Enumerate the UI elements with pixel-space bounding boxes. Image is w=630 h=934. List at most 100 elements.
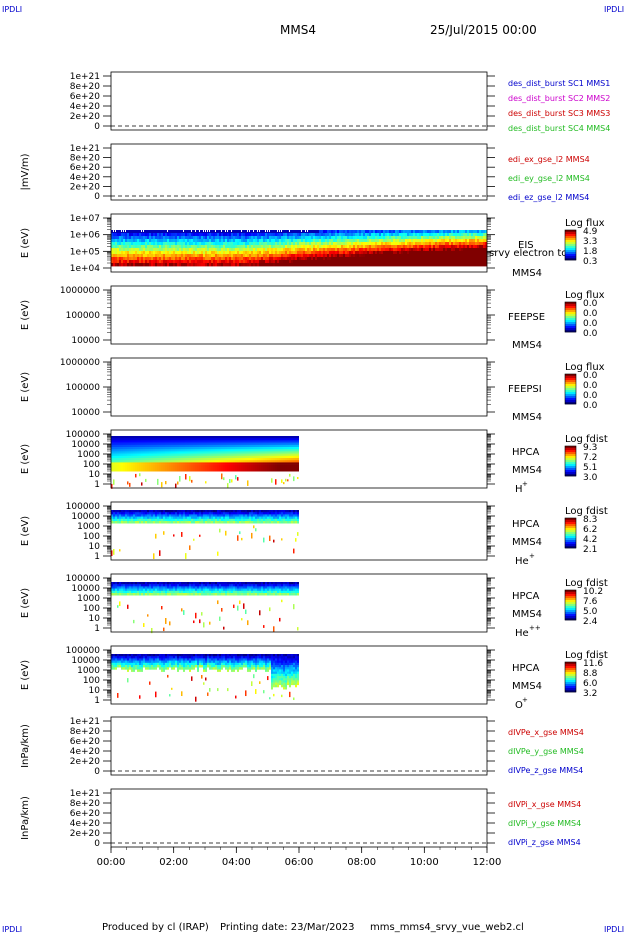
spectrogram-cell [419,248,421,251]
spectrogram-cell [165,440,167,443]
spectrogram-cell [131,465,133,468]
spectrogram-cell [465,254,467,257]
spectrogram-cell [211,257,213,260]
spectrogram-cell [391,245,393,248]
spectrogram-cell [289,474,291,477]
spectrogram-cell [123,254,125,257]
spectrogram-cell [155,242,157,245]
spectrogram-cell [363,257,365,260]
spectrogram-cell [341,245,343,248]
spectrogram-cell [447,254,449,257]
spectrogram-cell [385,230,387,233]
spectrogram-cell [121,245,123,248]
spectrogram-cell [259,517,261,520]
spectrogram-cell [255,445,257,448]
spectrogram-cell [159,230,161,233]
spectrogram-cell [277,445,279,448]
spectrogram-cell [113,236,115,239]
spectrogram-cell [115,440,117,443]
spectrogram-cell [235,519,237,522]
spectrogram-cell [133,263,135,266]
y-tick-label: 1 [94,552,100,562]
spectrogram-cell [181,438,183,441]
spectrogram-cell [297,242,299,245]
spectrogram-cell [441,230,443,233]
spectrogram-cell [123,245,125,248]
spectrogram-cell [131,438,133,441]
spectrogram-cell [203,449,205,452]
spectrogram-cell [255,254,257,257]
spectrogram-cell [383,251,385,254]
spectrogram-cell [315,257,317,260]
spectrogram-cell [333,248,335,251]
spectrogram-cell [153,469,155,472]
spectrogram-cell [245,454,247,457]
spectrogram-cell [145,257,147,260]
spectrogram-cell [319,230,321,233]
spectrogram-cell [307,242,309,245]
spectrogram-cell [321,257,323,260]
spectrogram-cell [237,445,239,448]
spectrogram-cell [395,251,397,254]
spectrogram-cell [223,257,225,260]
spectrogram-cell [119,521,121,524]
spectrogram-cell [277,454,279,457]
spectrogram-cell [297,510,299,513]
spectrogram-cell [141,460,143,463]
spectrogram-cell [255,467,257,470]
y-tick-label: 4e+20 [70,173,101,183]
spectrogram-cell [173,440,175,443]
spectrogram-cell [113,254,115,257]
spectrogram-cell [359,242,361,245]
spectrogram-cell [285,445,287,448]
spectrogram-cell [139,239,141,242]
spectrogram-cell [187,245,189,248]
spectrogram-cell [273,260,275,263]
spectrogram-cell [113,438,115,441]
spectrogram-cell [209,517,211,520]
spectrogram-cell [189,260,191,263]
spectrogram-cell [223,447,225,450]
spectrogram-cell [251,465,253,468]
spectrogram-cell [209,436,211,439]
spectrogram-cell [123,443,125,446]
spectrogram-cell [359,260,361,263]
spectrogram-cell [231,263,233,266]
spectrogram-cell [297,443,299,446]
spectrogram-cell [121,454,123,457]
spectrogram-cell [205,447,207,450]
spectrogram-cell [273,440,275,443]
spectrogram-cell [357,248,359,251]
spectrogram-cell [367,260,369,263]
spectrogram-cell [155,469,157,472]
spectrogram-cell [441,248,443,251]
spectrogram-cell [479,245,481,248]
spectrogram-cell [239,465,241,468]
spectrogram-cell [217,257,219,260]
spectrogram-cell [457,248,459,251]
y-tick-label: 1000 [77,450,100,460]
spectrogram-cell [229,467,231,470]
spectrogram-cell [157,260,159,263]
spectrogram-cell [261,248,263,251]
spectrogram-cell [257,236,259,239]
spectrogram-cell [271,467,273,470]
spectrogram-cell [379,236,381,239]
spectrogram-cell [283,467,285,470]
colorbar-step [565,518,576,520]
spectrogram-cell [231,443,233,446]
spectrogram-cell [327,230,329,233]
spectrogram-cell [129,260,131,263]
spectrogram-cell [217,451,219,454]
spectrogram-cell [181,440,183,443]
spectrogram-cell [155,517,157,520]
spectrogram-cell [439,257,441,260]
spectrogram-cell [195,263,197,266]
spectrogram-cell [273,242,275,245]
spectrogram-cell [153,438,155,441]
spectrogram-cell [119,454,121,457]
spectrogram-cell [227,469,229,472]
spectrogram-cell [253,236,255,239]
spectrogram-cell [287,458,289,461]
spectrogram-cell [177,251,179,254]
